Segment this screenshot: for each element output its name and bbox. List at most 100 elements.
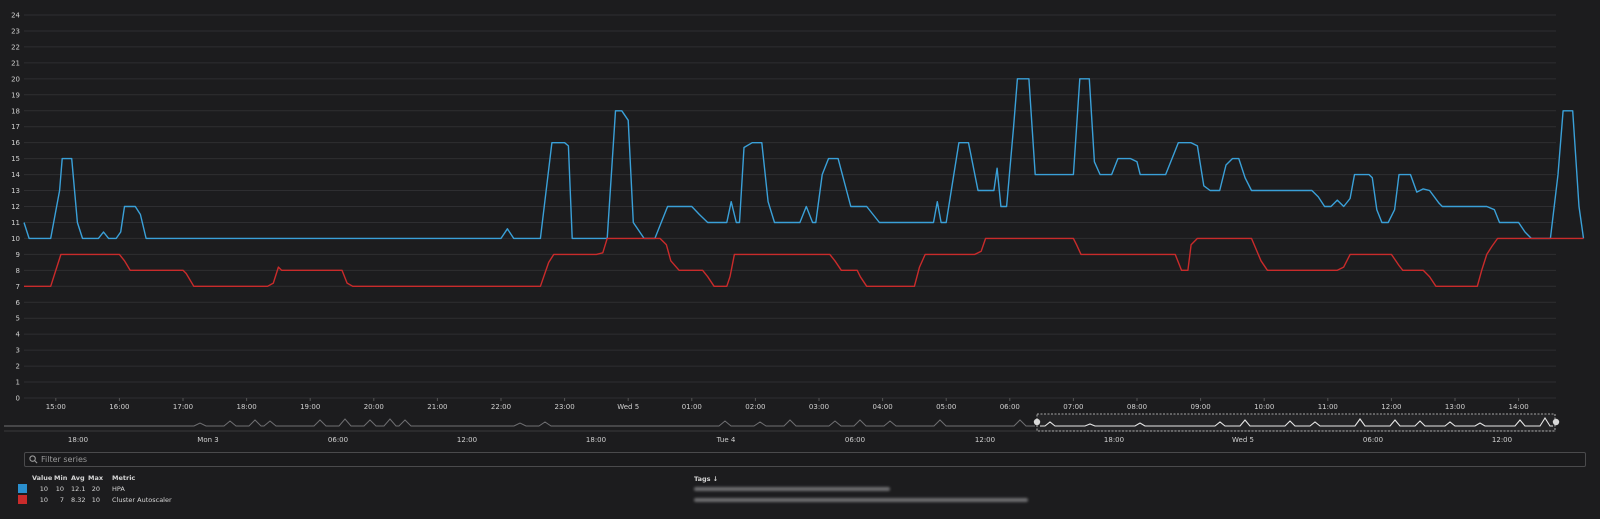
x-tick-label: 07:00 [1063, 403, 1083, 411]
navigator-tick-label: 06:00 [1363, 436, 1383, 444]
x-tick-label: 16:00 [109, 403, 129, 411]
legend-row-cluster-autoscaler[interactable]: 10 7 8.32 10 Cluster Autoscaler [18, 495, 678, 505]
avg-header[interactable]: Avg [71, 474, 85, 482]
y-tick-label: 18 [11, 107, 20, 115]
x-axis: 15:00 16:00 17:00 18:00 19:00 20:00 21:00 22:00… [46, 398, 1529, 411]
y-tick-label: 22 [11, 43, 20, 51]
x-tick-label: 17:00 [173, 403, 193, 411]
filter-series-field[interactable] [24, 452, 1586, 467]
legend-header: Value Min Avg Max Metric [18, 473, 678, 483]
metric-cell: Cluster Autoscaler [112, 496, 172, 504]
plot-area [23, 78, 1585, 287]
navigator-track [4, 414, 1556, 431]
x-tick-label: 18:00 [237, 403, 257, 411]
x-tick-label: 21:00 [427, 403, 447, 411]
max-header[interactable]: Max [88, 474, 104, 482]
x-tick-label: 05:00 [936, 403, 956, 411]
x-tick-label: 13:00 [1445, 403, 1465, 411]
legend-row-hpa[interactable]: 10 10 12.1 20 HPA [18, 484, 678, 494]
series-swatch [18, 495, 27, 504]
y-tick-label: 21 [11, 59, 20, 67]
min-cell: 7 [59, 496, 64, 504]
value-cell: 10 [39, 496, 48, 504]
metric-header[interactable]: Metric [112, 474, 136, 482]
search-icon [29, 455, 38, 464]
x-tick-label: 12:00 [1381, 403, 1401, 411]
x-tick-label: Wed 5 [617, 403, 639, 411]
y-tick-label: 2 [16, 363, 20, 371]
y-tick-label: 6 [16, 299, 21, 307]
navigator-tick-label: 06:00 [845, 436, 865, 444]
x-tick-label: 15:00 [46, 403, 66, 411]
x-tick-label: 20:00 [364, 403, 384, 411]
x-tick-label: 10:00 [1254, 403, 1274, 411]
min-header[interactable]: Min [54, 474, 68, 482]
y-tick-label: 10 [11, 235, 20, 243]
y-tick-label: 0 [16, 395, 20, 403]
y-tick-label: 15 [11, 155, 20, 163]
y-tick-label: 13 [11, 187, 20, 195]
y-tick-label: 7 [16, 283, 20, 291]
value-cell: 10 [39, 485, 48, 493]
avg-cell: 12.1 [71, 485, 86, 493]
navigator-tick-label: Mon 3 [197, 436, 218, 444]
navigator-tick-label: 18:00 [586, 436, 606, 444]
time-navigator[interactable]: 18:00 Mon 3 06:00 12:00 18:00 Tue 4 06:00 12:00… [4, 413, 1560, 444]
tags-header[interactable]: Tags ↓ [694, 475, 719, 483]
y-tick-label: 11 [11, 219, 20, 227]
series-swatch [18, 484, 27, 493]
max-cell: 20 [91, 485, 100, 493]
x-tick-label: 19:00 [300, 403, 320, 411]
y-tick-label: 20 [11, 75, 20, 83]
min-cell: 10 [55, 485, 64, 493]
y-tick-label: 24 [11, 12, 20, 20]
navigator-tick-label: 06:00 [328, 436, 348, 444]
y-tick-label: 3 [16, 347, 20, 355]
navigator-tick-label: Tue 4 [716, 436, 736, 444]
x-tick-label: 04:00 [873, 403, 893, 411]
y-tick-label: 9 [16, 251, 20, 259]
x-tick-label: 14:00 [1509, 403, 1529, 411]
x-tick-label: 01:00 [682, 403, 702, 411]
navigator-selection[interactable] [1036, 413, 1556, 432]
navigator-left-handle[interactable] [1033, 418, 1041, 426]
y-tick-label: 8 [16, 267, 20, 275]
avg-cell: 8.32 [71, 496, 86, 504]
x-tick-label: 23:00 [555, 403, 575, 411]
max-cell: 10 [91, 496, 100, 504]
x-tick-label: 03:00 [809, 403, 829, 411]
x-tick-label: 08:00 [1127, 403, 1147, 411]
x-tick-label: 06:00 [1000, 403, 1020, 411]
y-tick-label: 1 [16, 379, 20, 387]
navigator-tick-label: 12:00 [457, 436, 477, 444]
navigator-tick-label: 12:00 [1492, 436, 1512, 444]
x-tick-label: 11:00 [1318, 403, 1338, 411]
y-tick-label: 14 [11, 171, 20, 179]
timeseries-chart[interactable]: 0123456789101112131415161718192021222324… [0, 0, 1600, 450]
value-header[interactable]: Value [32, 474, 53, 482]
filter-series-input[interactable] [41, 453, 641, 466]
y-tick-label: 5 [16, 315, 20, 323]
y-tick-label: 16 [11, 139, 20, 147]
x-tick-label: 09:00 [1191, 403, 1211, 411]
redacted-tags-hpa [694, 487, 890, 491]
series-line-hpa[interactable] [23, 78, 1585, 240]
navigator-tick-label: 18:00 [68, 436, 88, 444]
y-tick-label: 17 [11, 123, 20, 131]
y-tick-label: 4 [16, 331, 21, 339]
y-tick-label: 19 [11, 91, 20, 99]
navigator-overview-line [4, 418, 1035, 427]
y-tick-label: 23 [11, 27, 20, 35]
navigator-tick-label: Wed 5 [1232, 436, 1254, 444]
series-line-cluster-autoscaler[interactable] [24, 237, 1584, 287]
x-tick-label: 22:00 [491, 403, 511, 411]
navigator-tick-label: 18:00 [1104, 436, 1124, 444]
navigator-selected-line [1040, 416, 1553, 427]
navigator-right-handle[interactable] [1552, 418, 1560, 426]
metric-cell: HPA [112, 485, 125, 493]
x-tick-label: 02:00 [745, 403, 765, 411]
y-tick-label: 12 [11, 203, 20, 211]
navigator-tick-label: 12:00 [975, 436, 995, 444]
redacted-tags-cluster-autoscaler [694, 498, 1028, 502]
